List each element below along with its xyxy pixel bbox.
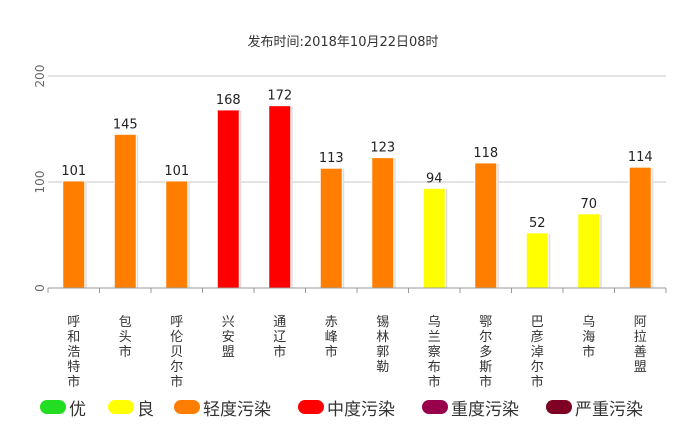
legend-swatch bbox=[174, 400, 200, 414]
x-tick-label: 巴彦淖尔市 bbox=[531, 315, 544, 390]
legend-item[interactable]: 中度污染 bbox=[298, 394, 395, 420]
x-tick-label: 锡林郭勒 bbox=[376, 315, 389, 375]
bar bbox=[319, 167, 343, 289]
bar-value-label: 52 bbox=[529, 216, 546, 231]
y-gridlines bbox=[48, 75, 666, 183]
bar bbox=[165, 180, 189, 289]
bar bbox=[474, 162, 498, 289]
bar-value-label: 70 bbox=[580, 197, 597, 212]
x-tick-label: 鄂尔多斯市 bbox=[479, 315, 492, 390]
bar-value-label: 114 bbox=[628, 150, 653, 165]
legend-label: 重度污染 bbox=[451, 399, 519, 420]
bar bbox=[216, 109, 240, 289]
value-labels: 101 145 101 168 172 113 123 94 118 52 70 114 bbox=[61, 89, 652, 231]
aqi-bar-chart: 发布时间:2018年10月22日08时 0 100 200 101 145 101 168… bbox=[33, 34, 667, 390]
legend-label: 轻度污染 bbox=[203, 399, 271, 420]
bar bbox=[268, 105, 292, 289]
legend-label: 严重污染 bbox=[575, 399, 643, 420]
bar-value-label: 145 bbox=[113, 117, 138, 132]
y-tick-label: 100 bbox=[33, 171, 47, 194]
legend-item[interactable]: 重度污染 bbox=[422, 394, 519, 420]
x-tick-label: 乌兰察布市 bbox=[428, 314, 441, 390]
legend-swatch bbox=[546, 400, 572, 414]
bar-value-label: 113 bbox=[319, 151, 344, 166]
bar-value-label: 101 bbox=[164, 164, 189, 179]
bar bbox=[62, 180, 86, 289]
legend-item[interactable]: 轻度污染 bbox=[174, 394, 271, 420]
bar-value-label: 123 bbox=[370, 141, 395, 156]
legend-item[interactable]: 优 bbox=[40, 394, 86, 420]
x-tick-label: 通辽市 bbox=[273, 315, 286, 360]
x-tick-label: 赤峰市 bbox=[325, 315, 338, 360]
x-tick-label: 呼和浩特市 bbox=[67, 315, 80, 390]
bar bbox=[422, 187, 446, 289]
bar bbox=[577, 213, 601, 289]
y-axis-ticks: 0 100 200 bbox=[33, 65, 47, 292]
legend-label: 优 bbox=[69, 399, 86, 420]
legend-swatch bbox=[298, 400, 324, 414]
legend-swatch bbox=[108, 400, 134, 414]
legend-swatch bbox=[40, 400, 66, 414]
bar bbox=[525, 232, 549, 289]
x-tick-label: 兴安盟 bbox=[222, 315, 235, 360]
bar-value-label: 118 bbox=[473, 146, 498, 161]
x-tick-label: 呼伦贝尔市 bbox=[170, 315, 183, 390]
legend-label: 良 bbox=[137, 399, 154, 420]
x-tick-label: 阿拉善盟 bbox=[634, 315, 647, 375]
bars bbox=[62, 105, 654, 289]
legend-swatch bbox=[422, 400, 448, 414]
legend-item[interactable]: 严重污染 bbox=[546, 394, 643, 420]
bar bbox=[628, 166, 652, 289]
chart-title: 发布时间:2018年10月22日08时 bbox=[247, 34, 438, 50]
bar-value-label: 172 bbox=[267, 89, 292, 104]
x-tick-label: 乌海市 bbox=[582, 314, 595, 360]
bar-value-label: 168 bbox=[216, 93, 241, 108]
bar-value-label: 94 bbox=[426, 171, 443, 186]
y-tick-label: 200 bbox=[33, 65, 47, 88]
legend-label: 中度污染 bbox=[327, 399, 395, 420]
bar bbox=[371, 157, 395, 289]
y-tick-label: 0 bbox=[33, 284, 47, 292]
bar bbox=[113, 133, 137, 289]
x-axis-ticks: 呼和浩特市 包头市 呼伦贝尔市 兴安盟 通辽市 赤峰市 锡林郭勒 乌兰察布市 鄂尔多斯市 巴彦淖尔… bbox=[47, 288, 667, 390]
legend-item[interactable]: 良 bbox=[108, 394, 154, 420]
bar-value-label: 101 bbox=[61, 164, 86, 179]
x-tick-label: 包头市 bbox=[119, 315, 132, 360]
legend: 优 良 轻度污染 中度污染 重度污染 严重污染 bbox=[0, 394, 687, 422]
